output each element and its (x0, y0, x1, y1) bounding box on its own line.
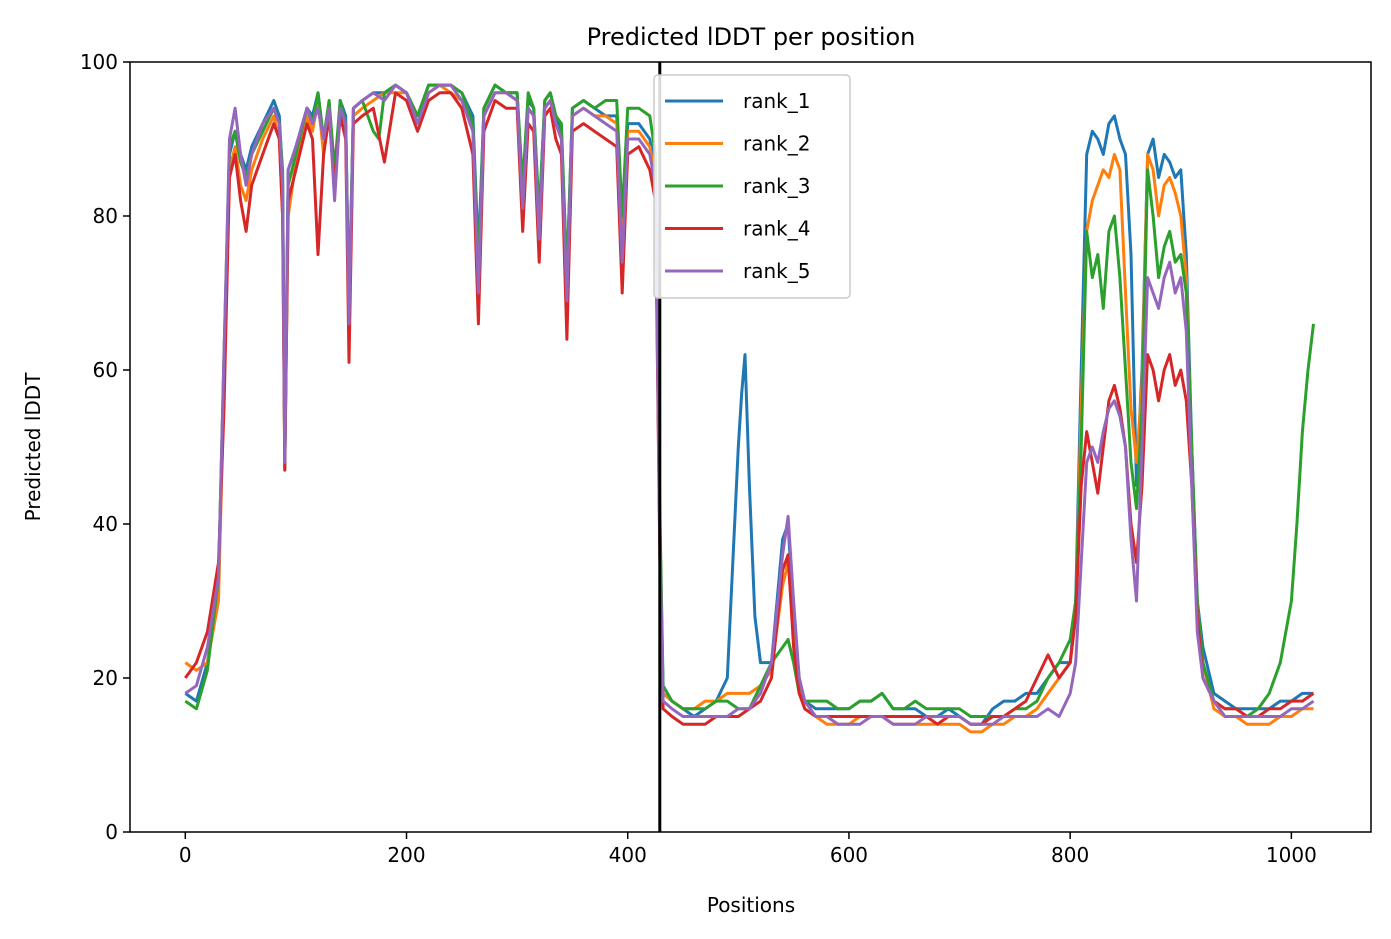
legend-label-rank_4: rank_4 (743, 217, 810, 241)
y-tick-label: 20 (93, 666, 118, 690)
legend-box (653, 74, 851, 299)
y-tick-label: 0 (105, 820, 118, 844)
y-tick-label: 80 (93, 204, 118, 228)
legend-label-rank_2: rank_2 (743, 132, 810, 156)
y-axis: 0 20 40 60 80 100 (80, 50, 130, 844)
x-tick-label: 200 (387, 843, 425, 867)
y-tick-label: 60 (93, 358, 118, 382)
x-axis-title: Positions (707, 893, 795, 917)
legend: rank_1 rank_2 rank_3 rank_4 rank_5 (653, 74, 851, 299)
chart-title: Predicted lDDT per position (587, 23, 916, 51)
x-axis: 0 200 400 600 800 1000 (179, 832, 1317, 867)
y-tick-label: 40 (93, 512, 118, 536)
legend-label-rank_5: rank_5 (743, 259, 810, 283)
y-tick-label: 100 (80, 50, 118, 74)
series-line-rank_3 (184, 83, 1315, 718)
legend-label-rank_1: rank_1 (743, 89, 810, 113)
plot-lines (184, 83, 1315, 734)
x-tick-label: 800 (1051, 843, 1089, 867)
legend-label-rank_3: rank_3 (743, 174, 810, 198)
series-line-rank_5 (184, 83, 1315, 726)
x-tick-label: 400 (609, 843, 647, 867)
x-tick-label: 600 (830, 843, 868, 867)
x-tick-label: 0 (179, 843, 192, 867)
x-tick-label: 1000 (1266, 843, 1317, 867)
plot-frame (129, 61, 1372, 833)
y-axis-title: Predicted lDDT (21, 372, 45, 522)
